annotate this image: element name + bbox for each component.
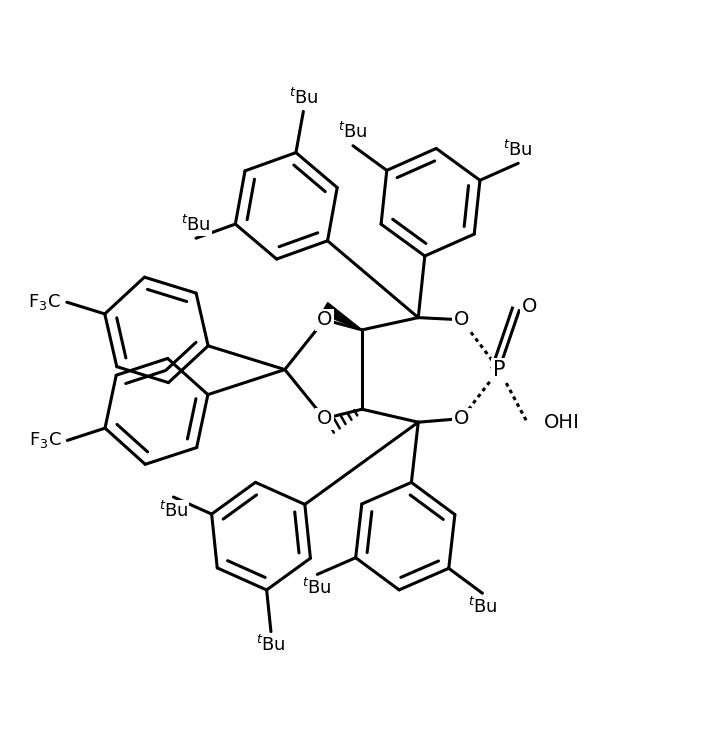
Text: O: O	[454, 409, 469, 428]
Text: $^{t}$Bu: $^{t}$Bu	[159, 501, 188, 521]
Text: O: O	[317, 311, 332, 330]
Text: $^{t}$Bu: $^{t}$Bu	[303, 578, 332, 598]
Text: OH: OH	[550, 413, 579, 432]
Text: O: O	[317, 409, 332, 428]
Text: F$_3$C: F$_3$C	[28, 292, 61, 312]
Text: $^{t}$Bu: $^{t}$Bu	[503, 139, 533, 160]
Text: O: O	[317, 409, 332, 428]
Text: $^{t}$Bu: $^{t}$Bu	[181, 214, 211, 235]
Text: F$_3$C: F$_3$C	[29, 430, 62, 451]
Text: $^{t}$Bu: $^{t}$Bu	[256, 635, 286, 655]
Polygon shape	[321, 303, 362, 330]
Text: O: O	[454, 311, 469, 330]
Text: P: P	[493, 359, 505, 380]
Text: O: O	[454, 311, 469, 330]
Text: OH: OH	[544, 413, 573, 432]
Text: O: O	[521, 297, 537, 316]
Text: O: O	[521, 297, 537, 316]
Text: O: O	[454, 409, 469, 428]
Text: $^{t}$Bu: $^{t}$Bu	[288, 87, 319, 108]
Text: $^{t}$Bu: $^{t}$Bu	[338, 122, 368, 142]
Text: O: O	[317, 311, 332, 330]
Text: P: P	[493, 359, 505, 380]
Text: $^{t}$Bu: $^{t}$Bu	[468, 597, 497, 617]
